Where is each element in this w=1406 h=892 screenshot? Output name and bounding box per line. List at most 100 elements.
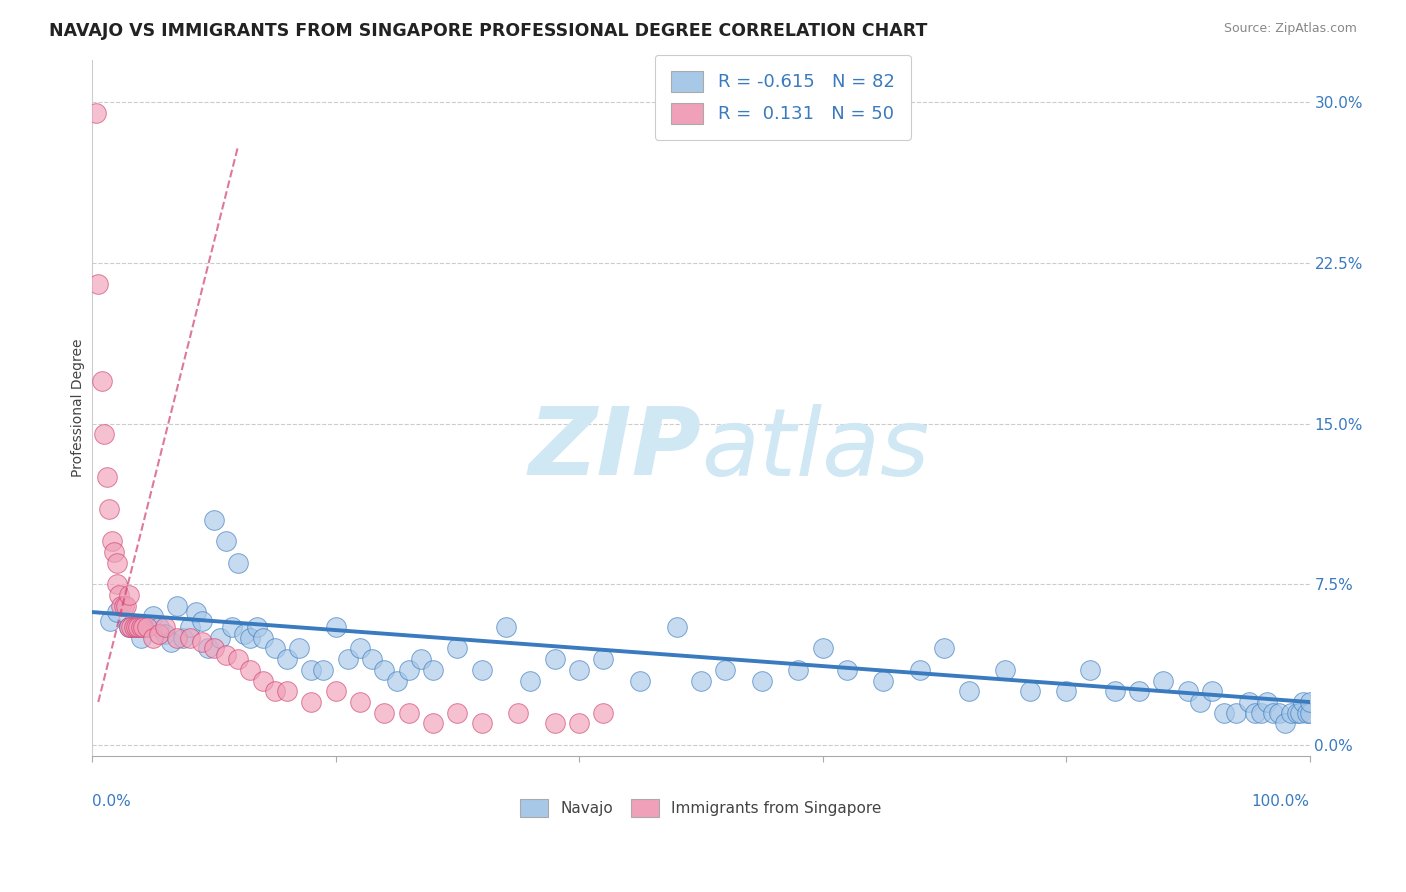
Text: 0.0%: 0.0% [93, 794, 131, 809]
Point [263, 641, 285, 656]
Point [373, 706, 395, 720]
Point [166, 631, 188, 645]
Point [568, 663, 591, 677]
Point [1054, 684, 1077, 698]
Point [1288, 706, 1310, 720]
Point [299, 663, 322, 677]
Point [1274, 716, 1296, 731]
Point [349, 641, 371, 656]
Point [471, 716, 494, 731]
Point [1250, 706, 1272, 720]
Point [239, 663, 262, 677]
Point [325, 684, 347, 698]
Point [1104, 684, 1126, 698]
Point [1237, 695, 1260, 709]
Point [118, 620, 141, 634]
Legend: Navajo, Immigrants from Singapore: Navajo, Immigrants from Singapore [513, 791, 889, 824]
Point [385, 673, 408, 688]
Point [112, 599, 135, 613]
Point [122, 620, 145, 634]
Point [1286, 706, 1309, 720]
Point [1213, 706, 1236, 720]
Point [98, 502, 121, 516]
Text: NAVAJO VS IMMIGRANTS FROM SINGAPORE PROFESSIONAL DEGREE CORRELATION CHART: NAVAJO VS IMMIGRANTS FROM SINGAPORE PROF… [49, 22, 928, 40]
Point [1261, 706, 1284, 720]
Point [103, 545, 125, 559]
Point [197, 641, 219, 656]
Text: Source: ZipAtlas.com: Source: ZipAtlas.com [1223, 22, 1357, 36]
Point [409, 652, 432, 666]
Point [108, 588, 131, 602]
Point [835, 663, 858, 677]
Point [811, 641, 834, 656]
Point [132, 620, 155, 634]
Point [166, 599, 188, 613]
Point [422, 716, 444, 731]
Point [361, 652, 384, 666]
Point [179, 631, 201, 645]
Point [226, 652, 249, 666]
Point [263, 684, 285, 698]
Point [245, 620, 267, 634]
Point [155, 626, 177, 640]
Point [495, 620, 517, 634]
Point [276, 684, 298, 698]
Point [471, 663, 494, 677]
Point [544, 716, 567, 731]
Point [148, 620, 170, 634]
Point [93, 427, 115, 442]
Point [299, 695, 322, 709]
Point [115, 599, 138, 613]
Point [568, 716, 591, 731]
Point [129, 620, 152, 634]
Point [142, 631, 165, 645]
Point [446, 641, 468, 656]
Point [136, 620, 159, 634]
Point [336, 652, 359, 666]
Point [288, 641, 311, 656]
Point [1177, 684, 1199, 698]
Point [1152, 673, 1174, 688]
Point [1243, 706, 1265, 720]
Point [1298, 695, 1320, 709]
Point [592, 706, 614, 720]
Point [665, 620, 688, 634]
Point [96, 470, 118, 484]
Point [751, 673, 773, 688]
Point [1296, 706, 1319, 720]
Point [1292, 695, 1315, 709]
Point [446, 706, 468, 720]
Point [233, 626, 256, 640]
Point [184, 605, 207, 619]
Point [934, 641, 956, 656]
Point [519, 673, 541, 688]
Point [118, 588, 141, 602]
Point [239, 631, 262, 645]
Point [190, 614, 212, 628]
Point [190, 635, 212, 649]
Point [592, 652, 614, 666]
Point [202, 513, 225, 527]
Point [120, 620, 142, 634]
Point [110, 599, 132, 613]
Point [127, 620, 149, 634]
Point [544, 652, 567, 666]
Point [226, 556, 249, 570]
Point [87, 277, 110, 292]
Point [628, 673, 651, 688]
Point [1018, 684, 1040, 698]
Point [208, 631, 231, 645]
Point [312, 663, 335, 677]
Point [105, 577, 128, 591]
Point [689, 673, 711, 688]
Point [142, 609, 165, 624]
Point [325, 620, 347, 634]
Point [714, 663, 737, 677]
Point [90, 374, 112, 388]
Point [105, 556, 128, 570]
Point [398, 663, 420, 677]
Point [202, 641, 225, 656]
Point [1279, 706, 1302, 720]
Y-axis label: Professional Degree: Professional Degree [72, 338, 86, 477]
Point [1225, 706, 1247, 720]
